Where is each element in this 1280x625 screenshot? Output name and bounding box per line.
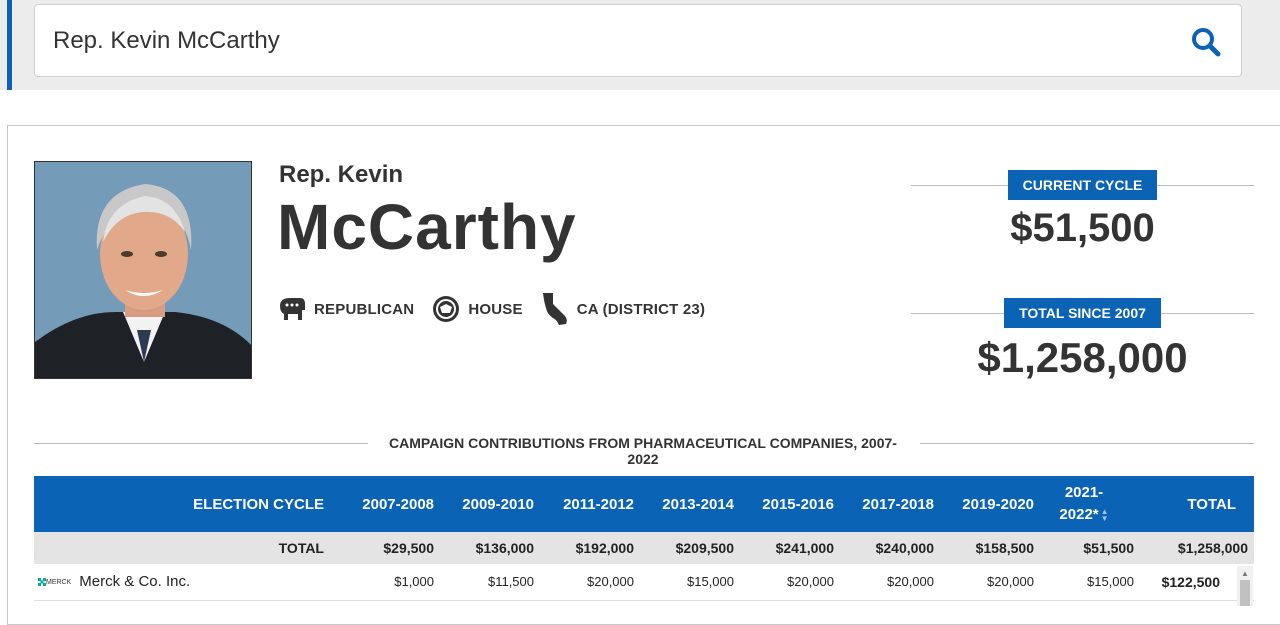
- header-2019-2020[interactable]: 2019-2020: [934, 476, 1034, 532]
- current-cycle-amount: $51,500: [1010, 206, 1155, 250]
- value-cell: $1,000: [334, 564, 434, 601]
- total-cell: $51,500: [1034, 532, 1134, 564]
- search-band: [0, 0, 1280, 90]
- total-since-badge: TOTAL SINCE 2007: [1004, 298, 1161, 328]
- header-2015-2016[interactable]: 2015-2016: [734, 476, 834, 532]
- value-cell: $15,000: [634, 564, 734, 601]
- district-tag: CA (DISTRICT 23): [541, 292, 705, 326]
- merck-logo-text: MERCK: [46, 579, 72, 587]
- total-since-stat: TOTAL SINCE 2007 $1,258,000: [911, 298, 1254, 382]
- table-header-row: ELECTION CYCLE 2007-2008 2009-2010 2011-…: [34, 476, 1254, 532]
- search-icon: [1192, 28, 1221, 57]
- header-election-cycle[interactable]: ELECTION CYCLE: [34, 476, 334, 532]
- header-2017-2018[interactable]: 2017-2018: [834, 476, 934, 532]
- section-heading: CAMPAIGN CONTRIBUTIONS FROM PHARMACEUTIC…: [34, 432, 1254, 467]
- california-icon: [542, 293, 567, 325]
- profile-meta: REPUBLICAN HOUSE CA (DISTRICT 23): [278, 292, 723, 326]
- total-cell: $1,258,000: [1134, 532, 1254, 564]
- value-cell: $20,000: [534, 564, 634, 601]
- profile-photo: [34, 161, 252, 379]
- total-cell: $192,000: [534, 532, 634, 564]
- current-cycle-stat: CURRENT CYCLE $51,500: [911, 170, 1254, 251]
- header-total[interactable]: TOTAL: [1134, 476, 1254, 532]
- value-cell: $15,000: [1034, 564, 1134, 601]
- total-cell: $241,000: [734, 532, 834, 564]
- search-box: [34, 4, 1242, 77]
- representative-last-name: McCarthy: [277, 191, 577, 263]
- total-cell: $158,500: [934, 532, 1034, 564]
- row-total-cell: $122,500: [1134, 564, 1254, 601]
- value-cell: $20,000: [734, 564, 834, 601]
- total-since-amount: $1,258,000: [977, 334, 1188, 381]
- scrollbar-thumb[interactable]: [1240, 580, 1250, 606]
- house-seal-icon: [433, 296, 460, 322]
- company-cell: MERCK Merck & Co. Inc.: [34, 564, 334, 601]
- search-input[interactable]: [53, 25, 1153, 57]
- total-cell: $29,500: [334, 532, 434, 564]
- chamber-label: HOUSE: [468, 300, 523, 318]
- sort-arrows-icon[interactable]: ▲ ▼: [1100, 507, 1109, 524]
- elephant-icon: [280, 298, 305, 320]
- party-label: REPUBLICAN: [314, 300, 415, 318]
- search-button[interactable]: [1189, 25, 1223, 59]
- contributions-table: ELECTION CYCLE 2007-2008 2009-2010 2011-…: [34, 476, 1254, 601]
- contributions-table-wrap: ELECTION CYCLE 2007-2008 2009-2010 2011-…: [34, 476, 1254, 601]
- header-2011-2012[interactable]: 2011-2012: [534, 476, 634, 532]
- table-row[interactable]: MERCK Merck & Co. Inc. $1,000 $11,500 $2…: [34, 564, 1254, 601]
- table-scrollbar[interactable]: ▲: [1237, 566, 1253, 606]
- district-label: CA (DISTRICT 23): [576, 300, 706, 318]
- scroll-up-arrow-icon[interactable]: ▲: [1241, 569, 1249, 578]
- section-divider-left: [34, 443, 368, 444]
- total-cell: $136,000: [434, 532, 534, 564]
- total-row-label: TOTAL: [34, 532, 334, 564]
- section-divider-right: [920, 443, 1254, 444]
- party-tag: REPUBLICAN: [278, 296, 414, 322]
- value-cell: $20,000: [834, 564, 934, 601]
- value-cell: $20,000: [934, 564, 1034, 601]
- header-2021-line1: 2021-: [1064, 484, 1104, 501]
- value-cell: $11,500: [434, 564, 534, 601]
- total-cell: $240,000: [834, 532, 934, 564]
- search-band-accent: [7, 0, 12, 90]
- header-2021-2022[interactable]: 2021- 2022* ▲ ▼: [1034, 476, 1134, 532]
- representative-prefix: Rep. Kevin: [279, 161, 404, 188]
- section-title: CAMPAIGN CONTRIBUTIONS FROM PHARMACEUTIC…: [389, 435, 897, 467]
- table-total-row: TOTAL $29,500 $136,000 $192,000 $209,500…: [34, 532, 1254, 564]
- company-name: Merck & Co. Inc.: [79, 573, 191, 591]
- header-2013-2014[interactable]: 2013-2014: [634, 476, 734, 532]
- header-2021-line2: 2022*: [1059, 506, 1099, 523]
- header-2007-2008[interactable]: 2007-2008: [334, 476, 434, 532]
- merck-logo: MERCK: [38, 578, 72, 587]
- total-cell: $209,500: [634, 532, 734, 564]
- current-cycle-badge: CURRENT CYCLE: [1007, 170, 1158, 200]
- header-2009-2010[interactable]: 2009-2010: [434, 476, 534, 532]
- chamber-tag: HOUSE: [432, 295, 522, 323]
